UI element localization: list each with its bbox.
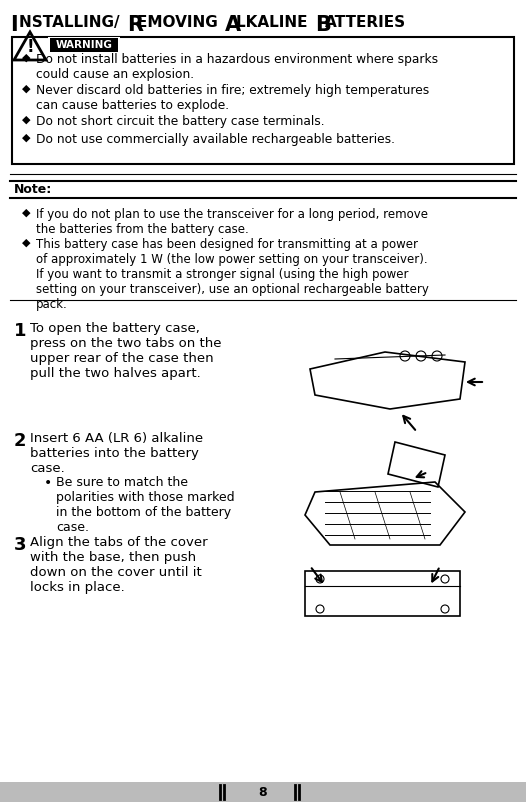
- Text: I: I: [10, 15, 18, 35]
- FancyBboxPatch shape: [48, 37, 120, 53]
- Text: •: •: [44, 476, 52, 490]
- FancyBboxPatch shape: [12, 37, 514, 164]
- Text: To open the battery case,
press on the two tabs on the
upper rear of the case th: To open the battery case, press on the t…: [30, 322, 221, 380]
- Text: A: A: [225, 15, 241, 35]
- Text: EMOVING: EMOVING: [137, 15, 223, 30]
- Text: ◆: ◆: [22, 238, 31, 248]
- Text: Be sure to match the
polarities with those marked
in the bottom of the battery
c: Be sure to match the polarities with tho…: [56, 476, 235, 534]
- Text: ◆: ◆: [22, 115, 31, 125]
- Text: This battery case has been designed for transmitting at a power
of approximately: This battery case has been designed for …: [36, 238, 429, 311]
- Text: Do not short circuit the battery case terminals.: Do not short circuit the battery case te…: [36, 115, 325, 128]
- Text: NSTALLING/: NSTALLING/: [19, 15, 125, 30]
- Text: Note:: Note:: [14, 183, 52, 196]
- Text: Never discard old batteries in fire; extremely high temperatures
can cause batte: Never discard old batteries in fire; ext…: [36, 84, 429, 112]
- Text: ◆: ◆: [22, 84, 31, 94]
- Text: 2: 2: [14, 432, 26, 450]
- FancyBboxPatch shape: [50, 38, 118, 52]
- Text: Align the tabs of the cover
with the base, then push
down on the cover until it
: Align the tabs of the cover with the bas…: [30, 536, 208, 594]
- Text: If you do not plan to use the transceiver for a long period, remove
the batterie: If you do not plan to use the transceive…: [36, 208, 428, 236]
- Text: ◆: ◆: [22, 53, 31, 63]
- Text: ◆: ◆: [22, 132, 31, 143]
- FancyBboxPatch shape: [0, 782, 526, 802]
- Text: ◆: ◆: [22, 208, 31, 218]
- Text: 1: 1: [14, 322, 26, 340]
- Text: !: !: [26, 38, 34, 56]
- Text: LKALINE: LKALINE: [236, 15, 313, 30]
- Text: 3: 3: [14, 536, 26, 554]
- Text: 8: 8: [259, 785, 267, 799]
- Text: ATTERIES: ATTERIES: [325, 15, 406, 30]
- Text: B: B: [315, 15, 331, 35]
- Text: Insert 6 AA (LR 6) alkaline
batteries into the battery
case.: Insert 6 AA (LR 6) alkaline batteries in…: [30, 432, 203, 475]
- Text: WARNING: WARNING: [56, 40, 113, 50]
- Text: Do not install batteries in a hazardous environment where sparks
could cause an : Do not install batteries in a hazardous …: [36, 53, 438, 81]
- Text: Do not use commercially available rechargeable batteries.: Do not use commercially available rechar…: [36, 132, 395, 145]
- Text: R: R: [127, 15, 143, 35]
